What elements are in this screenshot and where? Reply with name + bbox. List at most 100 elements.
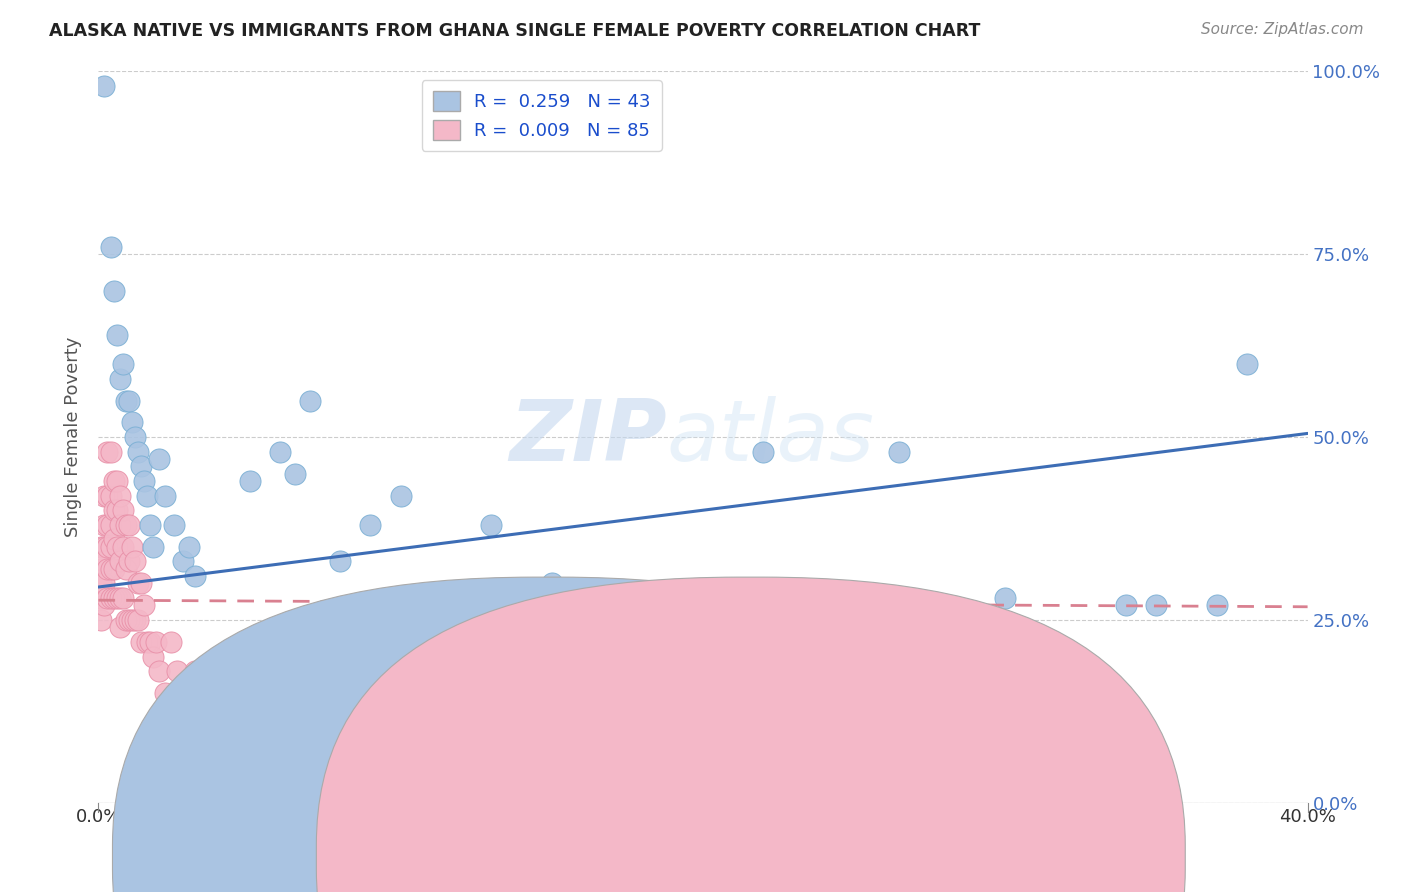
- Point: [631, 599, 654, 613]
- Point: [100, 444, 122, 458]
- Point: [111, 357, 134, 371]
- Point: [360, 664, 382, 678]
- Point: [752, 444, 775, 458]
- Point: [108, 620, 131, 634]
- Point: [208, 700, 231, 714]
- Text: ALASKA NATIVE VS IMMIGRANTS FROM GHANA SINGLE FEMALE POVERTY CORRELATION CHART: ALASKA NATIVE VS IMMIGRANTS FROM GHANA S…: [49, 22, 980, 40]
- Point: [105, 503, 128, 517]
- Point: [239, 474, 262, 488]
- Point: [105, 327, 128, 342]
- Point: [139, 517, 162, 532]
- Point: [389, 664, 412, 678]
- Point: [965, 613, 987, 627]
- Point: [172, 554, 194, 568]
- Point: [121, 540, 143, 554]
- Point: [153, 686, 176, 700]
- Point: [96, 489, 118, 503]
- Point: [127, 613, 149, 627]
- Point: [100, 240, 122, 254]
- Point: [132, 474, 155, 488]
- Point: [93, 78, 115, 93]
- Point: [103, 503, 125, 517]
- Point: [844, 635, 866, 649]
- Point: [100, 517, 122, 532]
- Text: Alaska Natives: Alaska Natives: [569, 850, 702, 868]
- Point: [127, 444, 149, 458]
- Point: [108, 554, 131, 568]
- Point: [1236, 357, 1258, 371]
- Point: [105, 474, 128, 488]
- Point: [108, 489, 131, 503]
- Point: [179, 700, 201, 714]
- Point: [103, 533, 125, 547]
- Point: [163, 517, 186, 532]
- Point: [481, 517, 503, 532]
- Point: [90, 540, 112, 554]
- Point: [450, 686, 472, 700]
- Point: [934, 635, 956, 649]
- Point: [631, 686, 654, 700]
- Point: [139, 635, 162, 649]
- Point: [148, 452, 170, 467]
- Point: [132, 599, 155, 613]
- Point: [93, 599, 115, 613]
- Point: [571, 649, 593, 664]
- Point: [90, 576, 112, 591]
- Point: [96, 540, 118, 554]
- Point: [420, 599, 443, 613]
- Point: [145, 635, 167, 649]
- Point: [299, 723, 322, 737]
- Point: [239, 723, 262, 737]
- Text: atlas: atlas: [666, 395, 875, 479]
- Point: [166, 664, 188, 678]
- Point: [90, 562, 112, 576]
- Point: [118, 613, 141, 627]
- Point: [193, 723, 215, 737]
- Point: [129, 576, 152, 591]
- Point: [108, 517, 131, 532]
- Point: [153, 489, 176, 503]
- Point: [121, 613, 143, 627]
- Text: Source: ZipAtlas.com: Source: ZipAtlas.com: [1201, 22, 1364, 37]
- Y-axis label: Single Female Poverty: Single Female Poverty: [65, 337, 83, 537]
- Point: [269, 708, 291, 723]
- Point: [129, 635, 152, 649]
- Point: [118, 517, 141, 532]
- Point: [93, 554, 115, 568]
- Point: [103, 474, 125, 488]
- Point: [135, 635, 157, 649]
- Point: [889, 444, 911, 458]
- Point: [103, 284, 125, 298]
- Text: Immigrants from Ghana: Immigrants from Ghana: [773, 850, 988, 868]
- Point: [389, 489, 412, 503]
- Point: [752, 635, 775, 649]
- Point: [111, 540, 134, 554]
- Point: [135, 489, 157, 503]
- Point: [602, 599, 624, 613]
- Point: [96, 517, 118, 532]
- Point: [160, 635, 183, 649]
- Point: [103, 591, 125, 605]
- Point: [179, 540, 201, 554]
- Point: [93, 517, 115, 532]
- Point: [299, 393, 322, 408]
- Point: [1144, 599, 1167, 613]
- Point: [118, 554, 141, 568]
- Point: [1115, 599, 1137, 613]
- Point: [124, 430, 146, 444]
- Point: [184, 569, 207, 583]
- Point: [111, 503, 134, 517]
- Point: [148, 664, 170, 678]
- Point: [127, 576, 149, 591]
- Point: [93, 489, 115, 503]
- Point: [540, 576, 562, 591]
- Point: [114, 517, 136, 532]
- Point: [100, 540, 122, 554]
- Point: [103, 562, 125, 576]
- Point: [692, 664, 714, 678]
- Point: [93, 540, 115, 554]
- Point: [114, 613, 136, 627]
- Point: [202, 686, 225, 700]
- Point: [184, 664, 207, 678]
- Point: [329, 554, 352, 568]
